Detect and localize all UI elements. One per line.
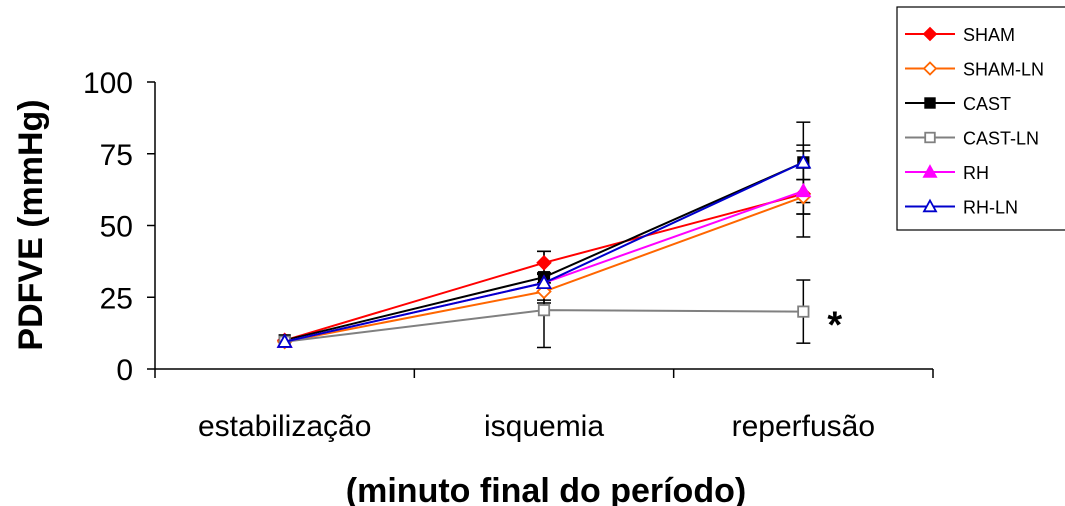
data-point-sham (536, 255, 552, 271)
data-point-rh-ln (535, 274, 553, 290)
legend-label-sham-ln: SHAM-LN (963, 60, 1044, 80)
legend-marker-cast-ln (924, 131, 936, 144)
y-tick-label: 50 (100, 211, 133, 244)
y-axis-title: PDFVE (mmHg) (12, 99, 50, 350)
significance-annotation: * (827, 305, 842, 347)
legend: SHAM SHAM-LN CAST CAST-LN RH RH-LN (896, 6, 1065, 231)
y-tick-label: 25 (100, 282, 133, 315)
legend-marker-cast (924, 97, 936, 109)
x-axis-title: (minuto final do período) (346, 472, 746, 506)
series-layer (276, 121, 812, 350)
legend-marker-rh-ln (922, 198, 938, 213)
annotation-layer: * (827, 305, 842, 347)
legend-marker-sham-ln (922, 61, 938, 76)
series-rh-ln (276, 154, 812, 348)
x-ticks: estabilização isquemia reperfusão (154, 369, 934, 443)
legend-label-rh: RH (963, 163, 989, 183)
y-tick-label: 100 (83, 67, 133, 100)
data-point-rh-ln (276, 333, 293, 348)
y-tick-label: 75 (100, 139, 133, 172)
data-point-rh (795, 182, 812, 198)
data-point-cast-ln (537, 304, 551, 317)
legend-label-rh-ln: RH-LN (963, 198, 1018, 218)
axes: 0 25 50 75 100 estabilização isquemia reperfus… (83, 67, 934, 443)
legend-box (896, 6, 1065, 231)
legend-marker-sham (922, 26, 938, 42)
x-tick-label: reperfusão (732, 410, 875, 443)
x-tick-label: estabilização (198, 410, 371, 443)
data-point-rh-ln (795, 154, 812, 169)
legend-label-cast-ln: CAST-LN (963, 129, 1039, 149)
error-bars (537, 121, 811, 349)
y-tick-label: 0 (116, 354, 133, 387)
x-tick-label: isquemia (484, 410, 604, 443)
legend-label-sham: SHAM (963, 25, 1015, 45)
y-ticks: 0 25 50 75 100 (83, 67, 155, 387)
legend-label-cast: CAST (963, 94, 1011, 114)
data-point-cast-ln (797, 305, 810, 318)
legend-marker-rh (922, 164, 938, 178)
